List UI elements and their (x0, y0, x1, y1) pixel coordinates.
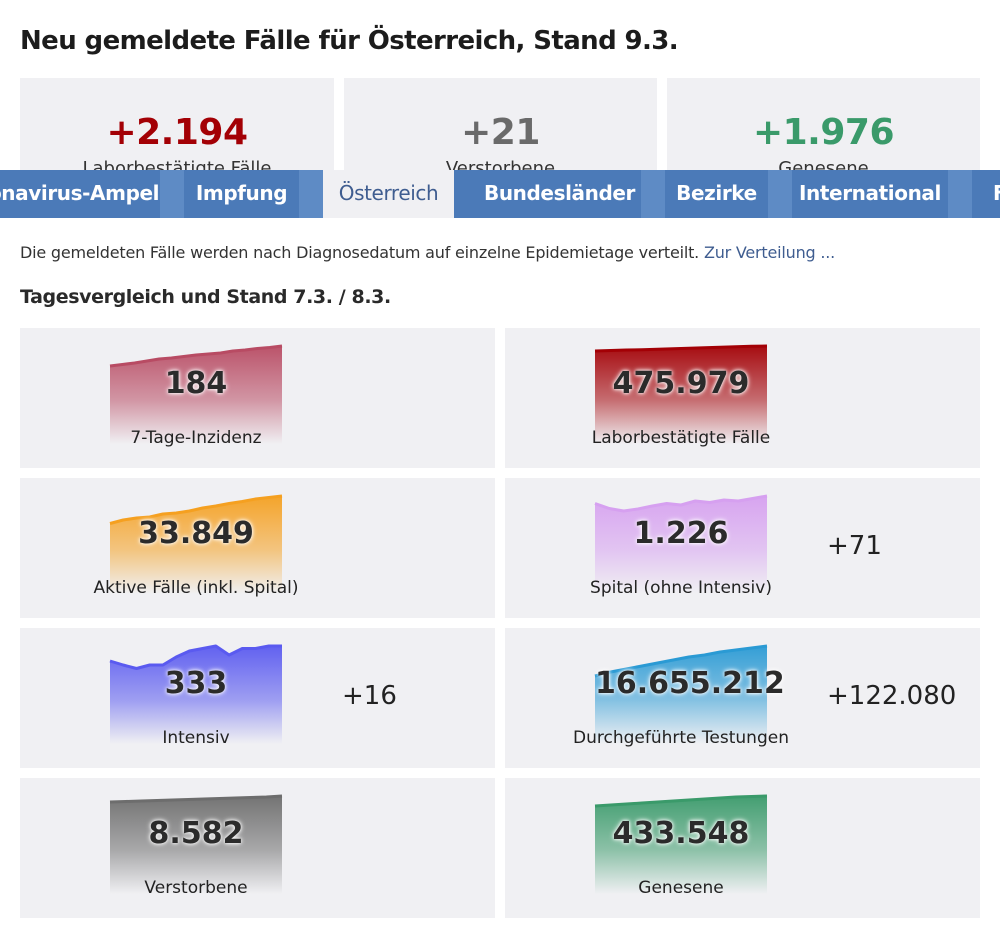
tab-separator (948, 170, 972, 218)
sparkline-line (594, 794, 768, 808)
sparkline-area (110, 346, 282, 444)
sparkline-chart (109, 644, 282, 744)
sparkline-chart (594, 644, 768, 744)
stat-value: 33.849 (138, 516, 254, 551)
stat-value: 8.582 (148, 816, 244, 851)
info-description: Die gemeldeten Fälle werden nach Diagnos… (20, 243, 700, 262)
sparkline-line (109, 794, 283, 804)
sparkline-chart (594, 344, 768, 444)
sparkline-area (110, 646, 282, 744)
tab-impfung[interactable]: Impfung (184, 170, 299, 218)
section-tabs: Coronavirus-Ampel Impfung Österreich Bun… (0, 170, 1000, 218)
stat-card-tests: 16.655.212 Durchgeführte Testungen +122.… (505, 628, 980, 768)
sparkline-area (110, 796, 282, 894)
sparkline-chart (109, 794, 283, 894)
stat-label: Spital (ohne Intensiv) (590, 578, 772, 598)
summary-confirmed: +2.194 Laborbestätigte Fälle (20, 78, 334, 170)
sparkline-area (110, 496, 282, 594)
stat-card-incidence: 184 7-Tage-Inzidenz (20, 328, 495, 468)
stat-card-hospital: 1.226 Spital (ohne Intensiv) +71 (505, 478, 980, 618)
sparkline-area (595, 496, 767, 594)
stat-label: Durchgeführte Testungen (573, 728, 789, 748)
stat-value: 1.226 (633, 516, 729, 551)
tab-bundeslaender[interactable]: Bundesländer (478, 170, 641, 218)
stat-value: 433.548 (612, 816, 750, 851)
stat-value: 333 (164, 666, 228, 701)
summary-confirmed-label: Laborbestätigte Fälle (82, 158, 272, 170)
sparkline-chart (594, 494, 768, 594)
stat-card-icu: 333 Intensiv +16 (20, 628, 495, 768)
sparkline-line (109, 644, 282, 670)
sparkline-area (595, 346, 767, 444)
tab-separator (160, 170, 184, 218)
tab-separator (299, 170, 323, 218)
summary-deaths: +21 Verstorbene (344, 78, 657, 170)
stat-card-confirmed: 475.979 Laborbestätigte Fälle (505, 328, 980, 468)
tab-international[interactable]: International (792, 170, 948, 218)
stat-delta: +71 (827, 531, 882, 561)
stat-card-active: 33.849 Aktive Fälle (inkl. Spital) (20, 478, 495, 618)
stat-card-deaths: 8.582 Verstorbene (20, 778, 495, 918)
sparkline-line (109, 494, 283, 525)
stat-label: 7-Tage-Inzidenz (130, 428, 262, 448)
summary-recovered-value: +1.976 (752, 112, 895, 153)
sparkline-chart (109, 494, 283, 594)
comparison-heading: Tagesvergleich und Stand 7.3. / 8.3. (20, 286, 391, 308)
stat-delta: +16 (342, 681, 397, 711)
summary-recovered-label: Genesene (778, 158, 869, 170)
stat-label: Laborbestätigte Fälle (591, 428, 771, 448)
stat-label: Aktive Fälle (inkl. Spital) (93, 578, 299, 598)
distribution-link[interactable]: Zur Verteilung ... (703, 243, 836, 262)
sparkline-area (595, 646, 767, 744)
tab-bezirke[interactable]: Bezirke (665, 170, 768, 218)
summary-deaths-value: +21 (461, 112, 540, 153)
summary-confirmed-value: +2.194 (106, 112, 248, 153)
page-title: Neu gemeldete Fälle für Österreich, Stan… (20, 26, 679, 56)
tab-separator (768, 170, 792, 218)
tab-coronavirus-ampel[interactable]: Coronavirus-Ampel (0, 170, 160, 218)
stat-label: Verstorbene (144, 878, 248, 898)
stat-delta: +122.080 (827, 681, 957, 711)
stat-card-recovered: 433.548 Genesene (505, 778, 980, 918)
summary-deaths-label: Verstorbene (445, 158, 556, 170)
summary-recovered: +1.976 Genesene (667, 78, 980, 170)
tab-oesterreich[interactable]: Österreich (323, 170, 454, 218)
sparkline-line (594, 644, 768, 678)
sparkline-line (109, 344, 283, 368)
sparkline-line (594, 344, 768, 353)
sparkline-line (594, 494, 768, 513)
tab-more[interactable]: F (972, 170, 1000, 218)
info-text: Die gemeldeten Fälle werden nach Diagnos… (20, 243, 835, 262)
stat-value: 184 (164, 366, 228, 401)
sparkline-area (595, 796, 767, 894)
stat-label: Intensiv (162, 728, 230, 748)
stat-value: 16.655.212 (595, 666, 785, 701)
sparkline-chart (109, 344, 283, 444)
tab-separator (641, 170, 665, 218)
stat-value: 475.979 (612, 366, 750, 401)
stat-label: Genesene (638, 878, 724, 898)
sparkline-chart (594, 794, 768, 894)
